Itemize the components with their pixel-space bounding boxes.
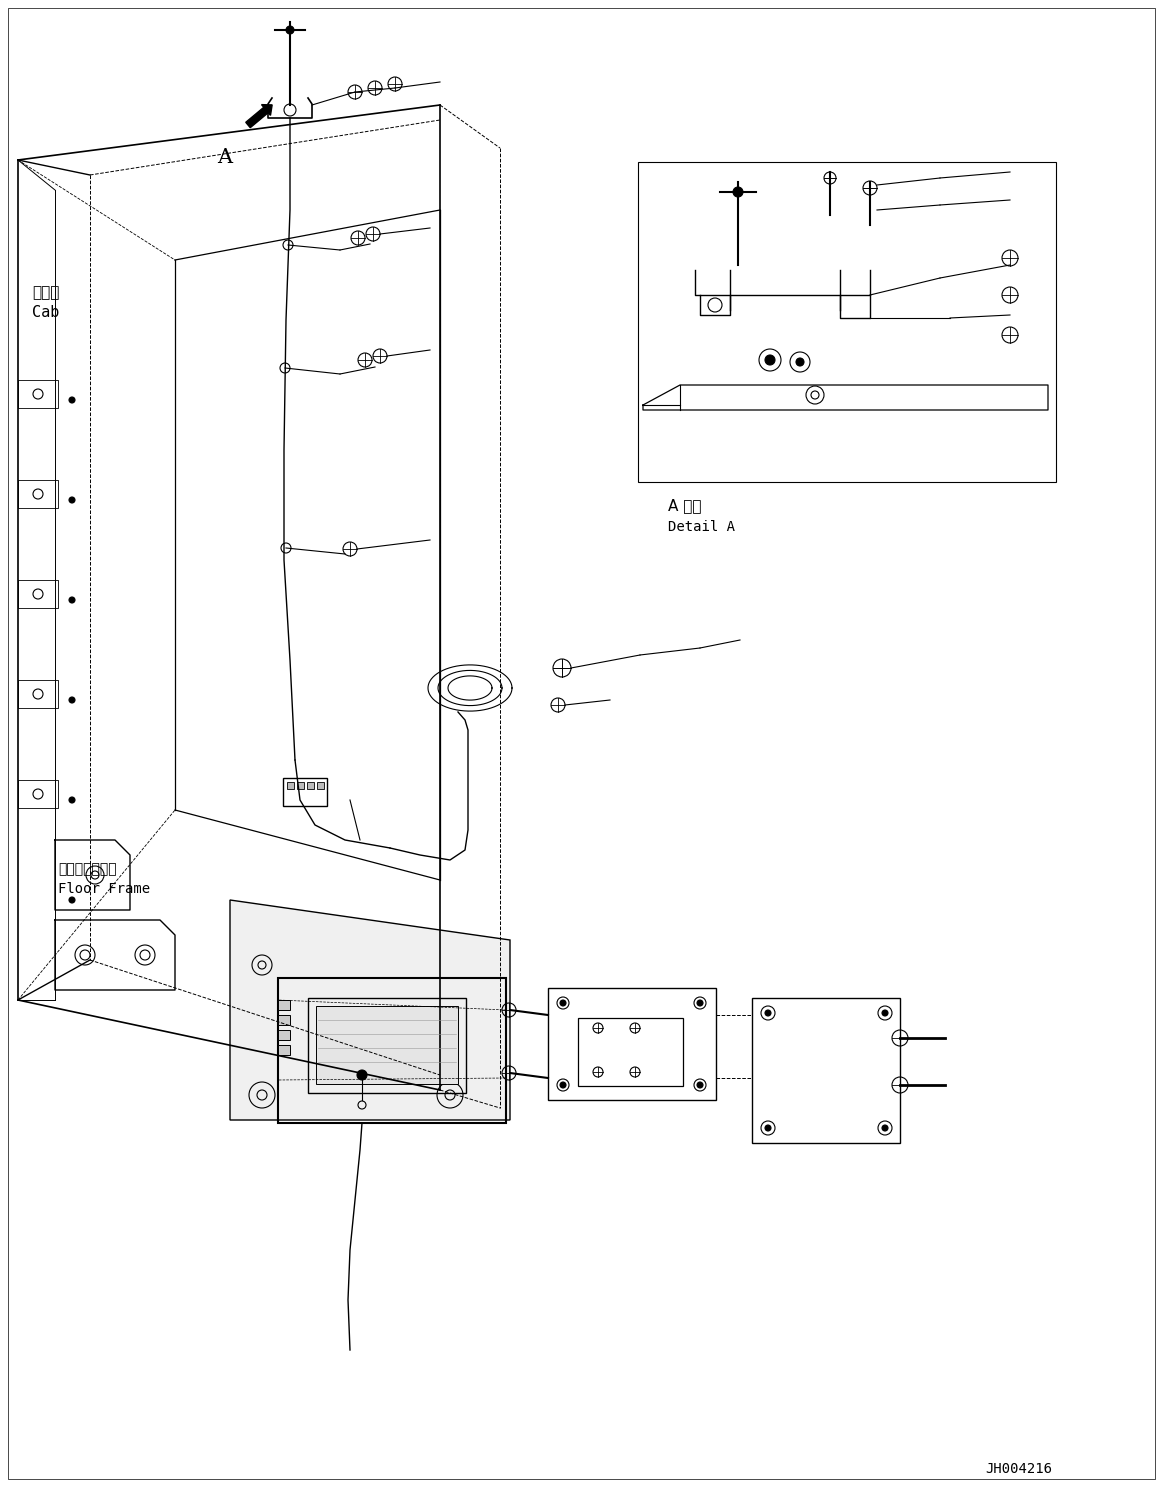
Bar	[17, 480, 58, 509]
Bar	[752, 998, 900, 1144]
Circle shape	[795, 358, 804, 366]
Bar	[297, 782, 304, 790]
Bar	[578, 1019, 683, 1086]
Circle shape	[69, 596, 74, 604]
Text: Detail A: Detail A	[668, 520, 735, 534]
Text: A: A	[217, 149, 233, 167]
Bar	[308, 998, 466, 1093]
Polygon shape	[230, 900, 511, 1120]
Circle shape	[561, 999, 566, 1007]
Bar	[287, 782, 294, 790]
Circle shape	[286, 25, 294, 34]
Bar	[317, 782, 324, 790]
Circle shape	[357, 1071, 368, 1080]
Bar	[17, 381, 58, 407]
Circle shape	[765, 1010, 771, 1016]
Text: JH004216: JH004216	[985, 1462, 1053, 1477]
Circle shape	[69, 797, 74, 803]
Text: キャブ: キャブ	[33, 286, 59, 300]
Circle shape	[91, 871, 99, 879]
Circle shape	[765, 1126, 771, 1132]
Circle shape	[69, 397, 74, 403]
Circle shape	[765, 355, 775, 364]
Bar	[17, 580, 58, 608]
Circle shape	[561, 1083, 566, 1088]
Text: Floor Frame: Floor Frame	[58, 882, 150, 897]
Bar	[278, 1045, 290, 1054]
Bar	[278, 1030, 290, 1039]
Bar	[278, 1016, 290, 1025]
Circle shape	[69, 897, 74, 903]
Text: フロアフレーム: フロアフレーム	[58, 862, 116, 876]
Bar	[316, 1007, 458, 1084]
Bar	[638, 162, 1056, 482]
Circle shape	[69, 497, 74, 503]
Text: A 詳細: A 詳細	[668, 498, 701, 513]
Circle shape	[697, 999, 702, 1007]
Bar	[548, 987, 716, 1100]
Bar	[17, 680, 58, 708]
Circle shape	[882, 1126, 889, 1132]
Bar	[307, 782, 314, 790]
Circle shape	[882, 1010, 889, 1016]
FancyArrow shape	[245, 104, 272, 128]
Bar	[17, 781, 58, 807]
Bar	[278, 999, 290, 1010]
Bar	[278, 978, 506, 1123]
Circle shape	[733, 187, 743, 196]
Circle shape	[69, 697, 74, 703]
Bar	[283, 778, 327, 806]
Circle shape	[697, 1083, 702, 1088]
Text: Cab: Cab	[33, 305, 59, 320]
